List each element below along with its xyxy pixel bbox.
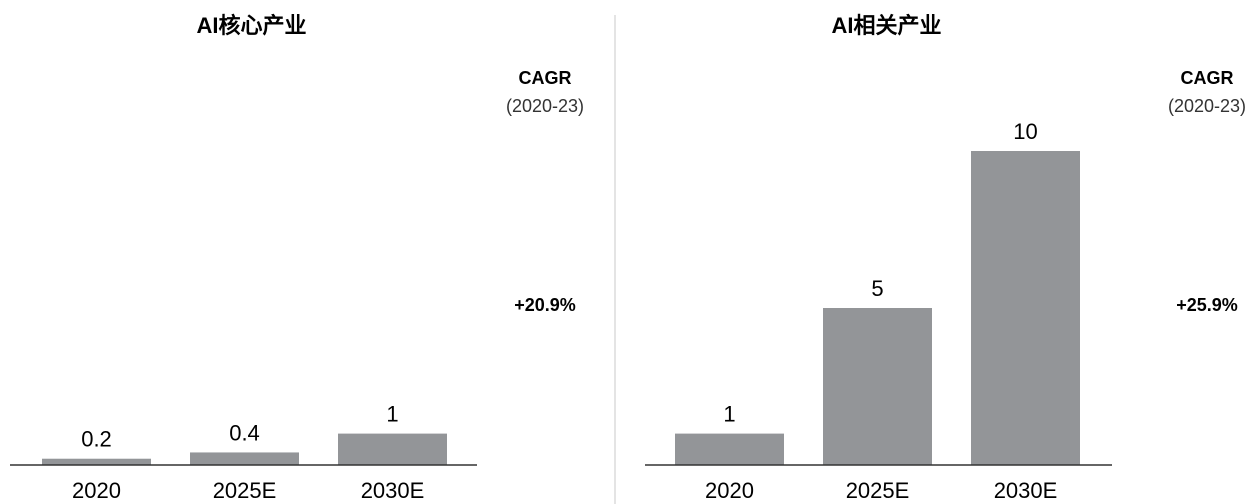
value-label: 1 — [723, 402, 735, 427]
value-label: 5 — [871, 276, 883, 301]
cagr-period: (2020-23) — [1168, 96, 1246, 116]
cagr-period: (2020-23) — [506, 96, 584, 116]
cagr-value: +20.9% — [514, 295, 576, 315]
value-label: 10 — [1013, 119, 1037, 144]
bar — [338, 433, 447, 465]
bar — [675, 433, 784, 465]
cagr-label: CAGR — [1181, 68, 1234, 88]
cagr-value: +25.9% — [1176, 295, 1238, 315]
x-tick-label: 2020 — [705, 478, 754, 503]
x-tick-label: 2025E — [846, 478, 910, 503]
x-tick-label: 2020 — [72, 478, 121, 503]
chart-title: AI相关产业 — [831, 13, 941, 38]
x-tick-label: 2030E — [994, 478, 1058, 503]
bar — [823, 308, 932, 465]
cagr-label: CAGR — [519, 68, 572, 88]
x-tick-label: 2030E — [361, 478, 425, 503]
bar — [42, 458, 151, 465]
chart-title: AI核心产业 — [196, 13, 306, 38]
value-label: 0.2 — [81, 427, 112, 452]
value-label: 1 — [386, 402, 398, 427]
bar — [971, 151, 1080, 465]
x-tick-label: 2025E — [213, 478, 277, 503]
value-label: 0.4 — [229, 420, 260, 445]
bar — [190, 452, 299, 465]
